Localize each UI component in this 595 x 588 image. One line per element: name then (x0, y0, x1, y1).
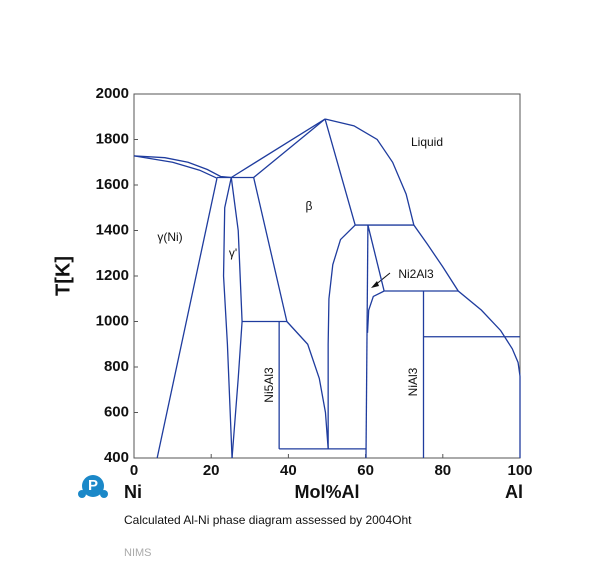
logo: P (78, 475, 108, 498)
svg-text:P: P (88, 477, 98, 494)
phase-label: NiAl3 (406, 367, 420, 396)
y-axis-label: T[K] (52, 256, 74, 296)
x-tick-label: 100 (507, 462, 532, 479)
phase-boundary (253, 177, 288, 322)
y-tick-label: 1200 (96, 267, 129, 284)
x-end-label: Al (505, 482, 523, 502)
y-tick-label: 1000 (96, 312, 129, 329)
x-tick-label: 0 (130, 462, 138, 479)
y-tick-label: 2000 (96, 85, 129, 102)
phase-label: Ni2Al3 (398, 267, 434, 281)
phase-boundary (133, 155, 218, 179)
caption: Calculated Al-Ni phase diagram assessed … (124, 513, 412, 527)
x-tick-label: 60 (357, 462, 374, 479)
source: NIMS (124, 547, 152, 559)
phase-boundary (286, 321, 329, 449)
phase-label: γ' (229, 246, 237, 260)
phase-boundary (253, 118, 326, 178)
phase-label: Liquid (411, 135, 443, 149)
phase-boundary (324, 118, 356, 226)
phase-label: β (306, 199, 313, 213)
phase-label: Ni5Al3 (262, 367, 276, 403)
phase-boundary (230, 177, 243, 459)
plot-frame (133, 93, 521, 459)
x-tick-label: 40 (280, 462, 297, 479)
phase-boundary (324, 118, 521, 377)
phase-boundary (230, 118, 326, 179)
x-tick-label: 20 (203, 462, 220, 479)
phase-boundary (222, 177, 233, 459)
phase-boundary (366, 290, 385, 333)
phase-boundary (156, 178, 218, 459)
y-tick-label: 1400 (96, 221, 129, 238)
x-axis-label: Mol%Al (295, 482, 360, 502)
phase-boundary (367, 224, 385, 292)
arrow-head (371, 281, 379, 288)
x-end-label: Ni (124, 482, 142, 502)
y-tick-label: 800 (104, 358, 129, 375)
phase-boundary (327, 224, 356, 449)
y-tick-label: 1600 (96, 176, 129, 193)
phase-boundary (133, 155, 232, 179)
phase-label: γ(Ni) (157, 230, 182, 244)
phase-boundary (365, 225, 369, 459)
y-tick-label: 400 (104, 449, 129, 466)
x-tick-label: 80 (434, 462, 451, 479)
y-tick-label: 600 (104, 403, 129, 420)
y-tick-label: 1800 (96, 130, 129, 147)
